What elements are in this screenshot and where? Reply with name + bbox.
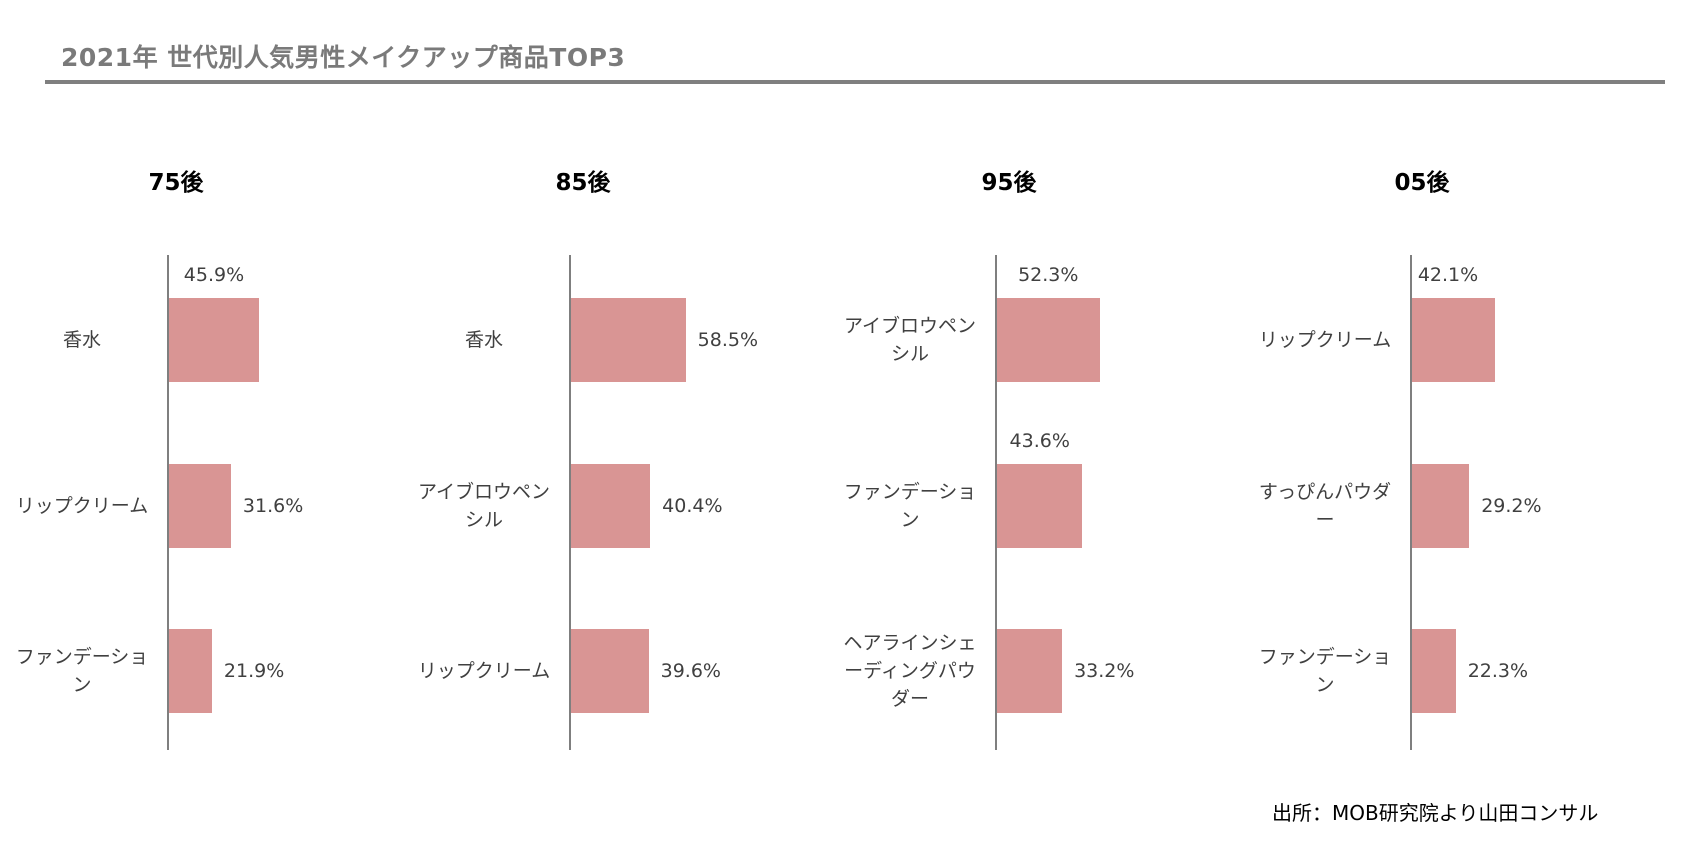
category-label: ファンデーション [1258, 646, 1392, 696]
bar [1412, 298, 1495, 382]
data-label: 52.3% [1018, 264, 1079, 286]
data-label: 45.9% [183, 264, 245, 286]
category-axis [167, 255, 169, 750]
category-label: すっぴんパウダー [1258, 481, 1392, 531]
bar [1412, 464, 1470, 548]
bar [571, 298, 686, 382]
category-label: ヘアラインシェーディングパウダー [843, 632, 977, 710]
bar [1412, 629, 1456, 713]
data-label: 31.6% [242, 495, 304, 517]
chart-title: 75後 [148, 170, 204, 196]
data-label: 21.9% [223, 660, 285, 682]
source-note: 出所：MOB研究院より山田コンサル [1272, 801, 1599, 825]
title-divider [45, 80, 1665, 84]
category-label: アイブロウペンシル [843, 315, 977, 365]
category-label: ファンデーション [15, 646, 149, 696]
category-label: アイブロウペンシル [417, 481, 551, 531]
data-label: 42.1% [1417, 264, 1479, 286]
data-label: 33.2% [1074, 660, 1135, 682]
bar [169, 464, 231, 548]
category-axis [569, 255, 571, 750]
data-label: 22.3% [1467, 660, 1529, 682]
data-label: 29.2% [1481, 495, 1542, 517]
chart-title: 05後 [1394, 170, 1450, 196]
bar [997, 629, 1063, 713]
bar [571, 464, 651, 548]
bar [169, 629, 212, 713]
category-label: リップクリーム [1258, 329, 1392, 351]
chart-title: 95後 [981, 170, 1037, 196]
bar [169, 298, 259, 382]
chart-title: 85後 [555, 170, 611, 196]
category-label: 香水 [464, 329, 503, 351]
category-label: リップクリーム [15, 495, 149, 517]
category-label: ファンデーション [843, 481, 977, 531]
data-label: 40.4% [662, 495, 723, 517]
category-axis [995, 255, 997, 750]
category-label: 香水 [62, 329, 101, 351]
page-title: 2021年 世代別人気男性メイクアップ商品TOP3 [61, 43, 626, 72]
category-axis [1410, 255, 1412, 750]
category-label: リップクリーム [417, 660, 551, 682]
data-label: 39.6% [660, 660, 721, 682]
data-label: 43.6% [1009, 430, 1070, 452]
bar [997, 298, 1100, 382]
data-label: 58.5% [697, 329, 759, 351]
bar [571, 629, 649, 713]
bar [997, 464, 1083, 548]
